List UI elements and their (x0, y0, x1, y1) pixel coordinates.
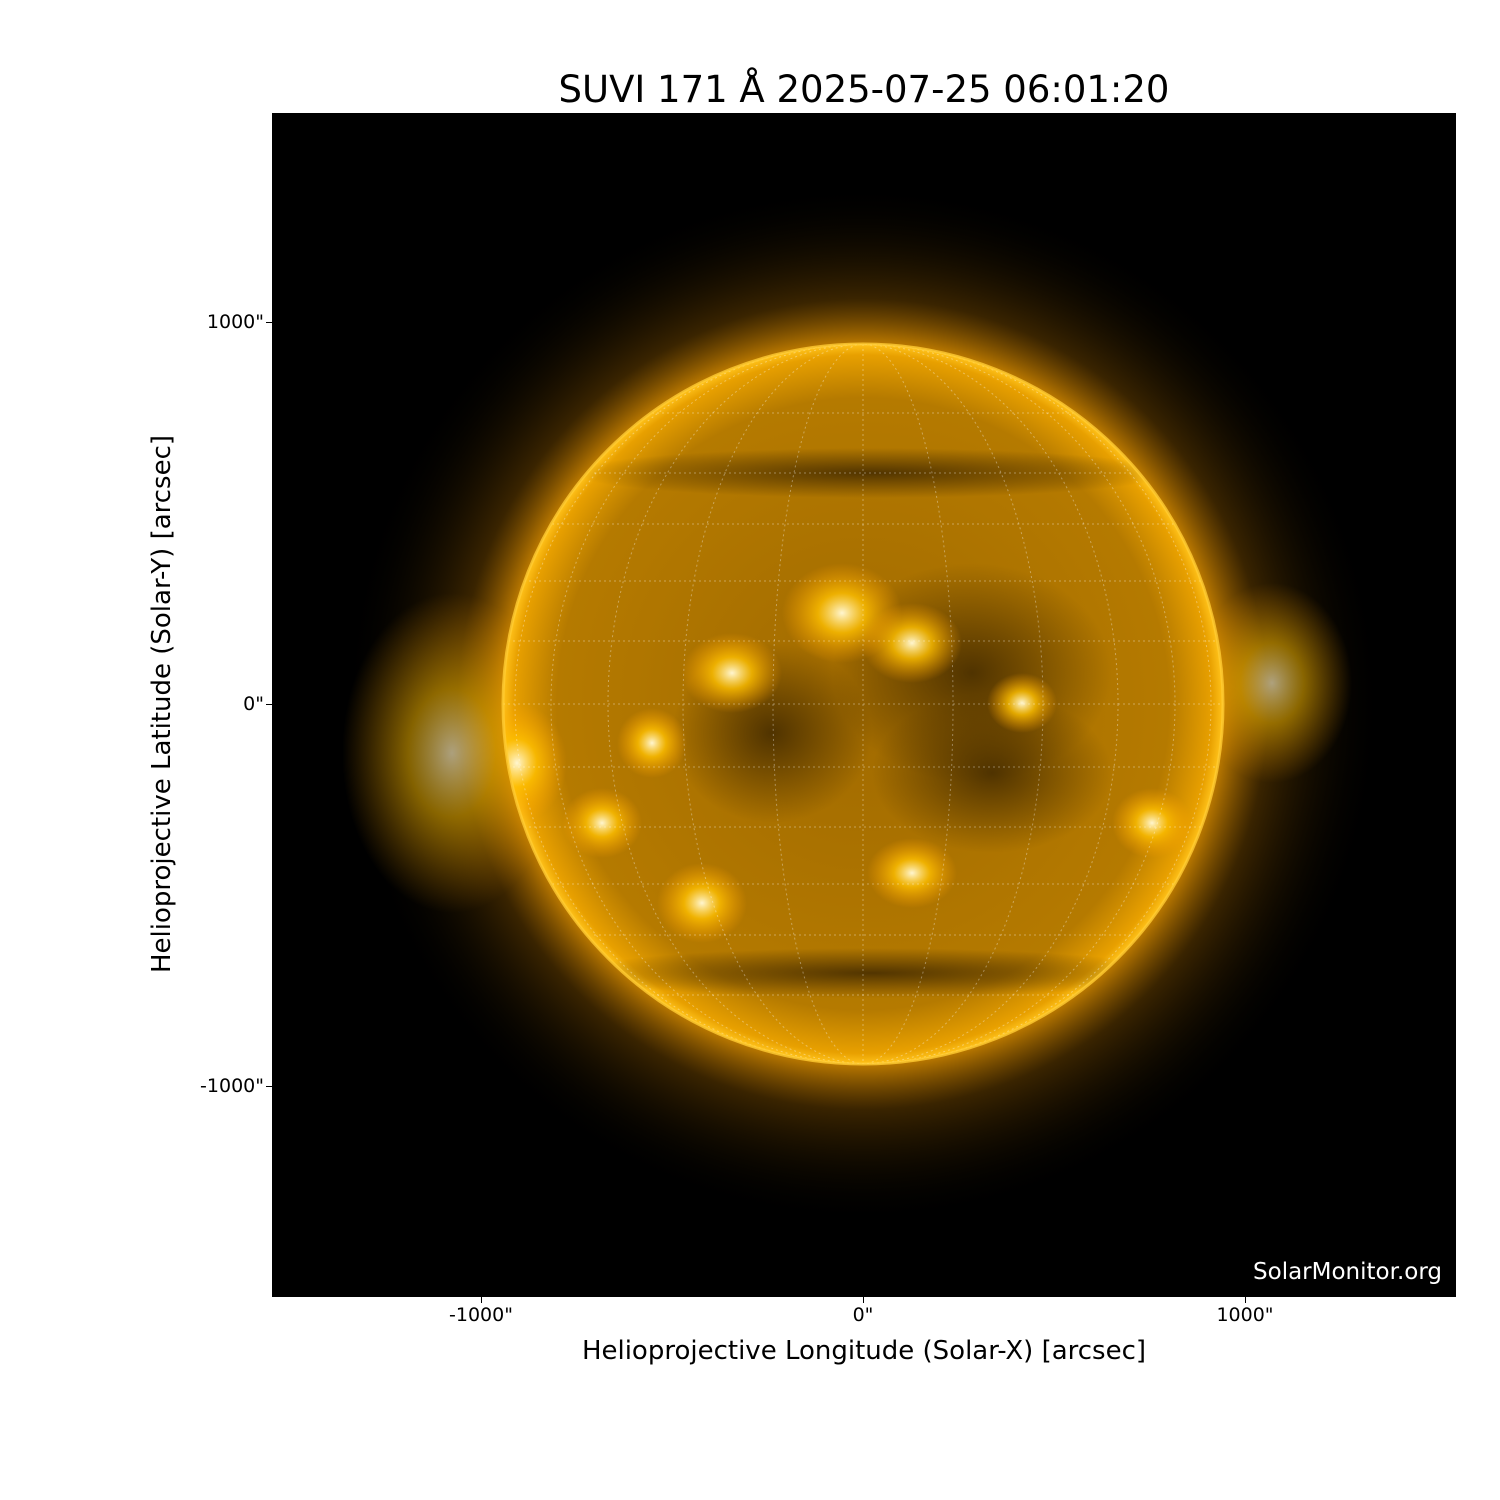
plot-title: SUVI 171 Å 2025-07-25 06:01:20 (558, 68, 1170, 111)
y-tick-label: -1000" (200, 1075, 264, 1097)
x-tick (863, 1297, 864, 1303)
x-tick-label: 1000" (1216, 1304, 1274, 1326)
watermark: SolarMonitor.org (1253, 1259, 1442, 1285)
solar-image: SolarMonitor.org (272, 113, 1456, 1297)
x-tick-label: 0" (852, 1304, 874, 1326)
y-tick (266, 322, 272, 323)
x-axis-label: Helioprojective Longitude (Solar-X) [arc… (581, 1336, 1147, 1366)
y-tick-label: 0" (243, 693, 264, 715)
sun-disk-image (342, 184, 1383, 1224)
y-tick (266, 704, 272, 705)
x-tick (481, 1297, 482, 1303)
y-tick (266, 1086, 272, 1087)
x-tick-label: -1000" (449, 1304, 513, 1326)
y-tick-label: 1000" (206, 311, 264, 333)
x-tick (1245, 1297, 1246, 1303)
y-axis-label: Helioprojective Latitude (Solar-Y) [arcs… (147, 434, 177, 974)
